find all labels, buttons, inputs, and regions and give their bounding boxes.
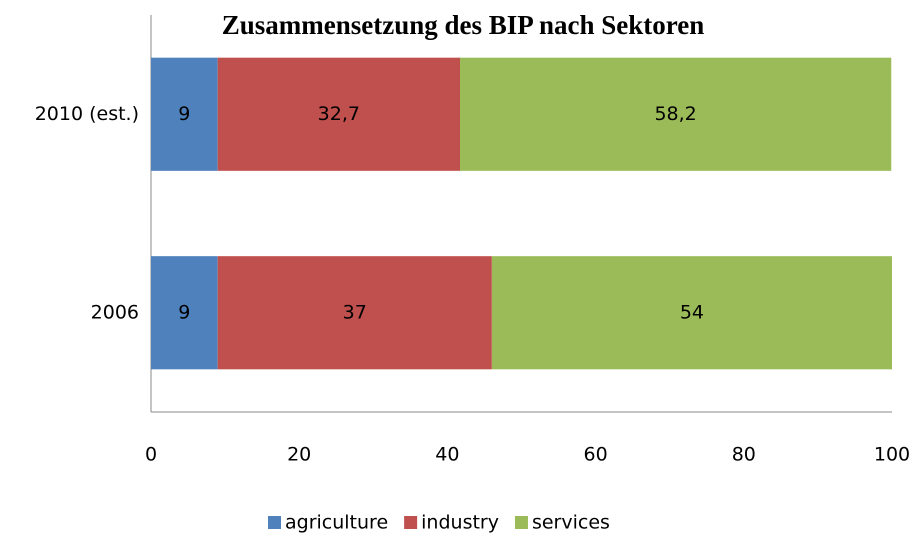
bar-segment — [459, 57, 892, 171]
legend-label: agriculture — [285, 512, 388, 534]
chart-title: Zusammensetzung des BIP nach Sektoren — [222, 10, 705, 40]
bar-segment — [491, 256, 892, 370]
data-label: 58,2 — [654, 103, 696, 125]
legend-label: services — [532, 512, 610, 534]
data-label: 32,7 — [318, 103, 360, 125]
legend-swatch — [404, 516, 418, 529]
x-tick-label: 40 — [435, 444, 459, 466]
data-label: 9 — [178, 301, 190, 323]
data-label: 37 — [343, 301, 367, 323]
x-tick-label: 60 — [584, 444, 608, 466]
legend-swatch — [268, 516, 281, 529]
bar-segment — [217, 256, 492, 370]
data-label: 9 — [178, 103, 190, 125]
y-tick-label: 2010 (est.) — [35, 103, 139, 125]
legend-label: industry — [421, 512, 499, 534]
x-tick-label: 80 — [732, 444, 756, 466]
bar-segment — [217, 57, 460, 171]
x-tick-label: 0 — [145, 444, 157, 466]
data-label: 54 — [680, 301, 704, 323]
legend-swatch — [514, 516, 528, 529]
bar-segment — [151, 256, 218, 370]
y-tick-label: 2006 — [91, 301, 139, 323]
x-tick-label: 20 — [287, 444, 311, 466]
x-tick-label: 100 — [874, 444, 910, 466]
bar-segment — [151, 57, 218, 171]
